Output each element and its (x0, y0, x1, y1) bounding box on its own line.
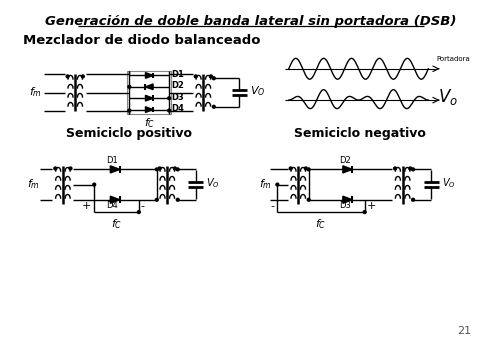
Polygon shape (146, 95, 153, 98)
Circle shape (176, 198, 179, 201)
Polygon shape (343, 200, 352, 203)
Polygon shape (110, 169, 120, 173)
Polygon shape (146, 87, 153, 90)
Circle shape (158, 167, 161, 170)
Text: D4: D4 (106, 201, 118, 210)
Circle shape (210, 75, 212, 78)
Polygon shape (110, 200, 120, 203)
Polygon shape (343, 166, 352, 169)
Polygon shape (146, 107, 153, 109)
Polygon shape (146, 73, 153, 76)
Text: $f_m$: $f_m$ (259, 178, 272, 191)
Circle shape (394, 167, 396, 170)
Text: $V_O$: $V_O$ (206, 176, 220, 190)
Circle shape (412, 198, 414, 201)
Circle shape (128, 85, 131, 88)
Text: D1: D1 (106, 156, 118, 165)
Polygon shape (146, 109, 153, 113)
Circle shape (156, 198, 158, 201)
Circle shape (276, 183, 279, 186)
Polygon shape (146, 84, 153, 87)
Text: $f_m$: $f_m$ (29, 86, 42, 100)
Text: +: + (82, 201, 92, 211)
Text: D4: D4 (171, 104, 184, 113)
Circle shape (174, 167, 176, 170)
Text: $V_O$: $V_O$ (250, 84, 266, 97)
Circle shape (194, 75, 197, 78)
Circle shape (168, 109, 170, 112)
Circle shape (304, 167, 308, 170)
Circle shape (54, 167, 56, 170)
Text: +: + (366, 201, 376, 211)
Text: Generación de doble banda lateral sin portadora (DSB): Generación de doble banda lateral sin po… (45, 15, 457, 28)
Text: D3: D3 (339, 201, 350, 210)
Circle shape (128, 109, 131, 112)
Text: Semiciclo positivo: Semiciclo positivo (66, 127, 192, 140)
Circle shape (66, 75, 69, 78)
Circle shape (176, 168, 179, 171)
Text: Semiciclo negativo: Semiciclo negativo (294, 127, 426, 140)
Circle shape (212, 77, 215, 80)
Circle shape (289, 167, 292, 170)
Circle shape (412, 168, 414, 171)
Circle shape (212, 105, 215, 108)
Circle shape (308, 168, 310, 171)
Text: $f_C$: $f_C$ (111, 217, 122, 231)
Polygon shape (146, 98, 153, 101)
Circle shape (308, 198, 310, 201)
Polygon shape (343, 196, 352, 200)
Text: 21: 21 (457, 327, 471, 336)
Circle shape (138, 211, 140, 214)
Polygon shape (146, 76, 153, 78)
Text: -: - (270, 201, 274, 211)
Text: $f_C$: $f_C$ (144, 116, 155, 130)
Circle shape (156, 168, 158, 171)
Text: D1: D1 (171, 70, 184, 79)
Text: Portadora: Portadora (437, 56, 470, 62)
Text: D3: D3 (171, 93, 184, 102)
Text: $f_m$: $f_m$ (27, 178, 40, 191)
Text: $f_C$: $f_C$ (316, 217, 326, 231)
Polygon shape (110, 166, 120, 169)
Circle shape (409, 167, 412, 170)
Text: Mezclador de diodo balanceado: Mezclador de diodo balanceado (23, 34, 260, 47)
Circle shape (168, 97, 170, 100)
Polygon shape (343, 169, 352, 173)
Circle shape (82, 75, 84, 78)
Text: D2: D2 (339, 156, 350, 165)
Text: $V_O$: $V_O$ (442, 176, 456, 190)
Circle shape (93, 183, 96, 186)
Circle shape (364, 211, 366, 214)
Circle shape (69, 167, 72, 170)
Text: -: - (140, 201, 144, 211)
Text: D2: D2 (171, 82, 184, 90)
Polygon shape (110, 196, 120, 200)
Text: $V_o$: $V_o$ (438, 87, 458, 107)
